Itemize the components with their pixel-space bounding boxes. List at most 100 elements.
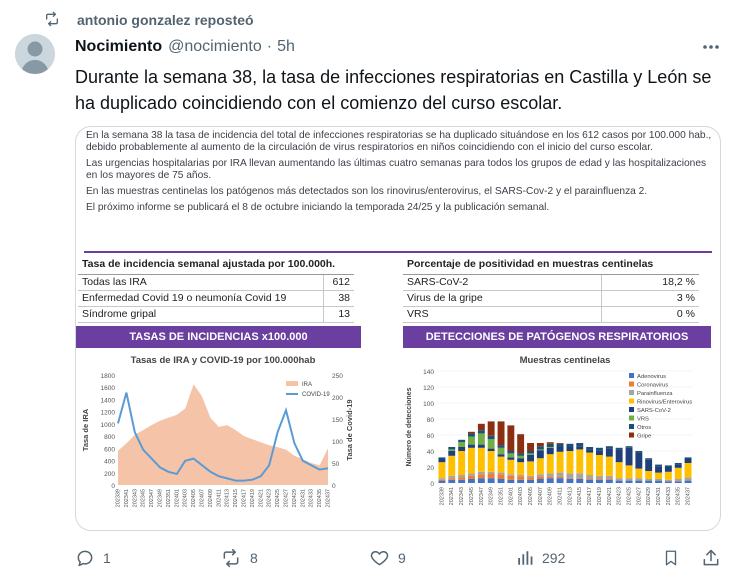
x-tick-label: 202351: [166, 489, 172, 507]
bar-segment: [458, 475, 466, 478]
legend-ira-label: IRA: [302, 382, 312, 388]
tweet-image[interactable]: En la semana 38 la tasa de incidencia de…: [75, 126, 721, 531]
bar-segment: [527, 461, 534, 476]
bar-segment: [536, 449, 544, 451]
bar-segment: [497, 472, 505, 475]
bar-segment: [458, 439, 466, 443]
row-value: 612: [323, 274, 354, 291]
bar-segment: [684, 477, 692, 481]
bar-segment: [586, 452, 594, 475]
bar-segment: [448, 478, 456, 480]
x-tick-label: 202339: [115, 489, 121, 507]
incidence-chart: Tasas de IRA y COVID-19 por 100.000hab02…: [81, 355, 354, 507]
y-tick-label: 0: [430, 481, 434, 488]
share-button[interactable]: [701, 548, 721, 568]
bar-segment: [458, 442, 466, 447]
bar-segment: [615, 478, 623, 481]
bar-segment: [664, 481, 672, 483]
bar-segment: [576, 473, 584, 479]
avatar[interactable]: [15, 34, 55, 74]
x-tick-label: 202401: [174, 489, 180, 507]
bar-segment: [497, 421, 505, 446]
bar-segment: [674, 481, 682, 483]
table-row: Síndrome gripal 13: [78, 306, 354, 323]
bar-segment: [507, 457, 515, 460]
bar-segment: [468, 473, 475, 476]
bar-segment: [546, 454, 554, 474]
bar-segment: [527, 443, 534, 451]
bar-segment: [527, 451, 534, 454]
bar-segment: [536, 446, 544, 450]
y-tick-label: 80: [427, 417, 435, 424]
ira-area: [118, 384, 328, 485]
author-handle[interactable]: @nocimiento: [168, 38, 262, 55]
bar-segment: [487, 451, 495, 472]
views-button[interactable]: 292: [516, 548, 565, 568]
x-tick-label: 202347: [479, 487, 485, 505]
bar-segment: [605, 475, 613, 479]
bar-segment: [517, 475, 525, 477]
bar-segment: [497, 454, 505, 457]
legend-swatch: [629, 407, 634, 412]
bar-segment: [586, 475, 594, 479]
bar-segment: [527, 453, 534, 455]
bar-segment: [576, 443, 584, 447]
bar-segment: [527, 455, 534, 462]
x-tick-label: 202403: [518, 487, 524, 505]
repost-icon: [46, 11, 58, 27]
x-tick-label: 202349: [157, 489, 163, 507]
legend-label: VRS: [637, 417, 649, 423]
repost-button[interactable]: 8: [220, 548, 258, 568]
y-tick-label: 60: [427, 433, 435, 440]
bar-segment: [556, 447, 564, 452]
bar-segment: [517, 479, 525, 483]
bar-segment: [546, 443, 554, 447]
bar-segment: [645, 471, 653, 479]
bar-segment: [566, 478, 574, 479]
views-count: 292: [542, 550, 566, 566]
y-axis-label: Número de detecciones: [406, 387, 413, 466]
x-tick-label: 202405: [191, 489, 197, 507]
bar-segment: [527, 475, 534, 478]
bar-segment: [615, 480, 623, 483]
x-tick-label: 202341: [124, 489, 130, 507]
row-value: 38: [323, 290, 354, 307]
bar-segment: [468, 444, 475, 448]
bar-segment: [448, 479, 456, 483]
x-tick-label: 202343: [132, 489, 138, 507]
x-tick-label: 202345: [141, 489, 147, 507]
bookmark-button[interactable]: [662, 548, 680, 568]
bar-segment: [645, 479, 653, 481]
row-label: VRS: [403, 306, 602, 323]
bar-segment: [635, 480, 643, 483]
report-paragraph: El próximo informe se publicará el 8 de …: [86, 202, 550, 213]
author-name[interactable]: Nocimiento: [75, 38, 163, 55]
x-tick-label: 202413: [225, 489, 231, 507]
legend-covid-label: COVID-19: [302, 392, 330, 398]
x-tick-label: 202427: [636, 487, 642, 505]
x-tick-label: 202425: [626, 487, 632, 505]
more-options-button[interactable]: [700, 38, 722, 56]
row-label: Enfermedad Covid 19 o neumonía Covid 19: [78, 290, 324, 307]
like-button[interactable]: 9: [369, 548, 406, 568]
reply-button[interactable]: 1: [75, 548, 111, 568]
y-tick-label: 600: [104, 446, 115, 453]
repost-count: 8: [250, 550, 258, 566]
y-tick-label: 120: [423, 385, 434, 392]
separator-dot: ·: [266, 38, 273, 55]
x-tick-label: 202425: [275, 489, 281, 507]
bar-segment: [517, 458, 525, 463]
x-tick-label: 202339: [439, 487, 445, 505]
x-tick-label: 202431: [656, 487, 662, 505]
bar-segment: [664, 467, 672, 472]
bar-segment: [586, 447, 594, 450]
bar-segment: [546, 442, 554, 444]
row-label: Todas las IRA: [78, 274, 324, 291]
table-row: SARS-CoV-2 18,2 %: [403, 274, 699, 291]
post-time[interactable]: 5h: [277, 38, 295, 55]
y2-tick-label: 50: [332, 461, 340, 468]
table-row: Virus de la gripe 3 %: [403, 290, 699, 307]
x-tick-label: 202343: [459, 487, 465, 505]
bar-segment: [556, 451, 564, 473]
repost-indicator[interactable]: antonio gonzalez reposteó: [44, 10, 254, 30]
